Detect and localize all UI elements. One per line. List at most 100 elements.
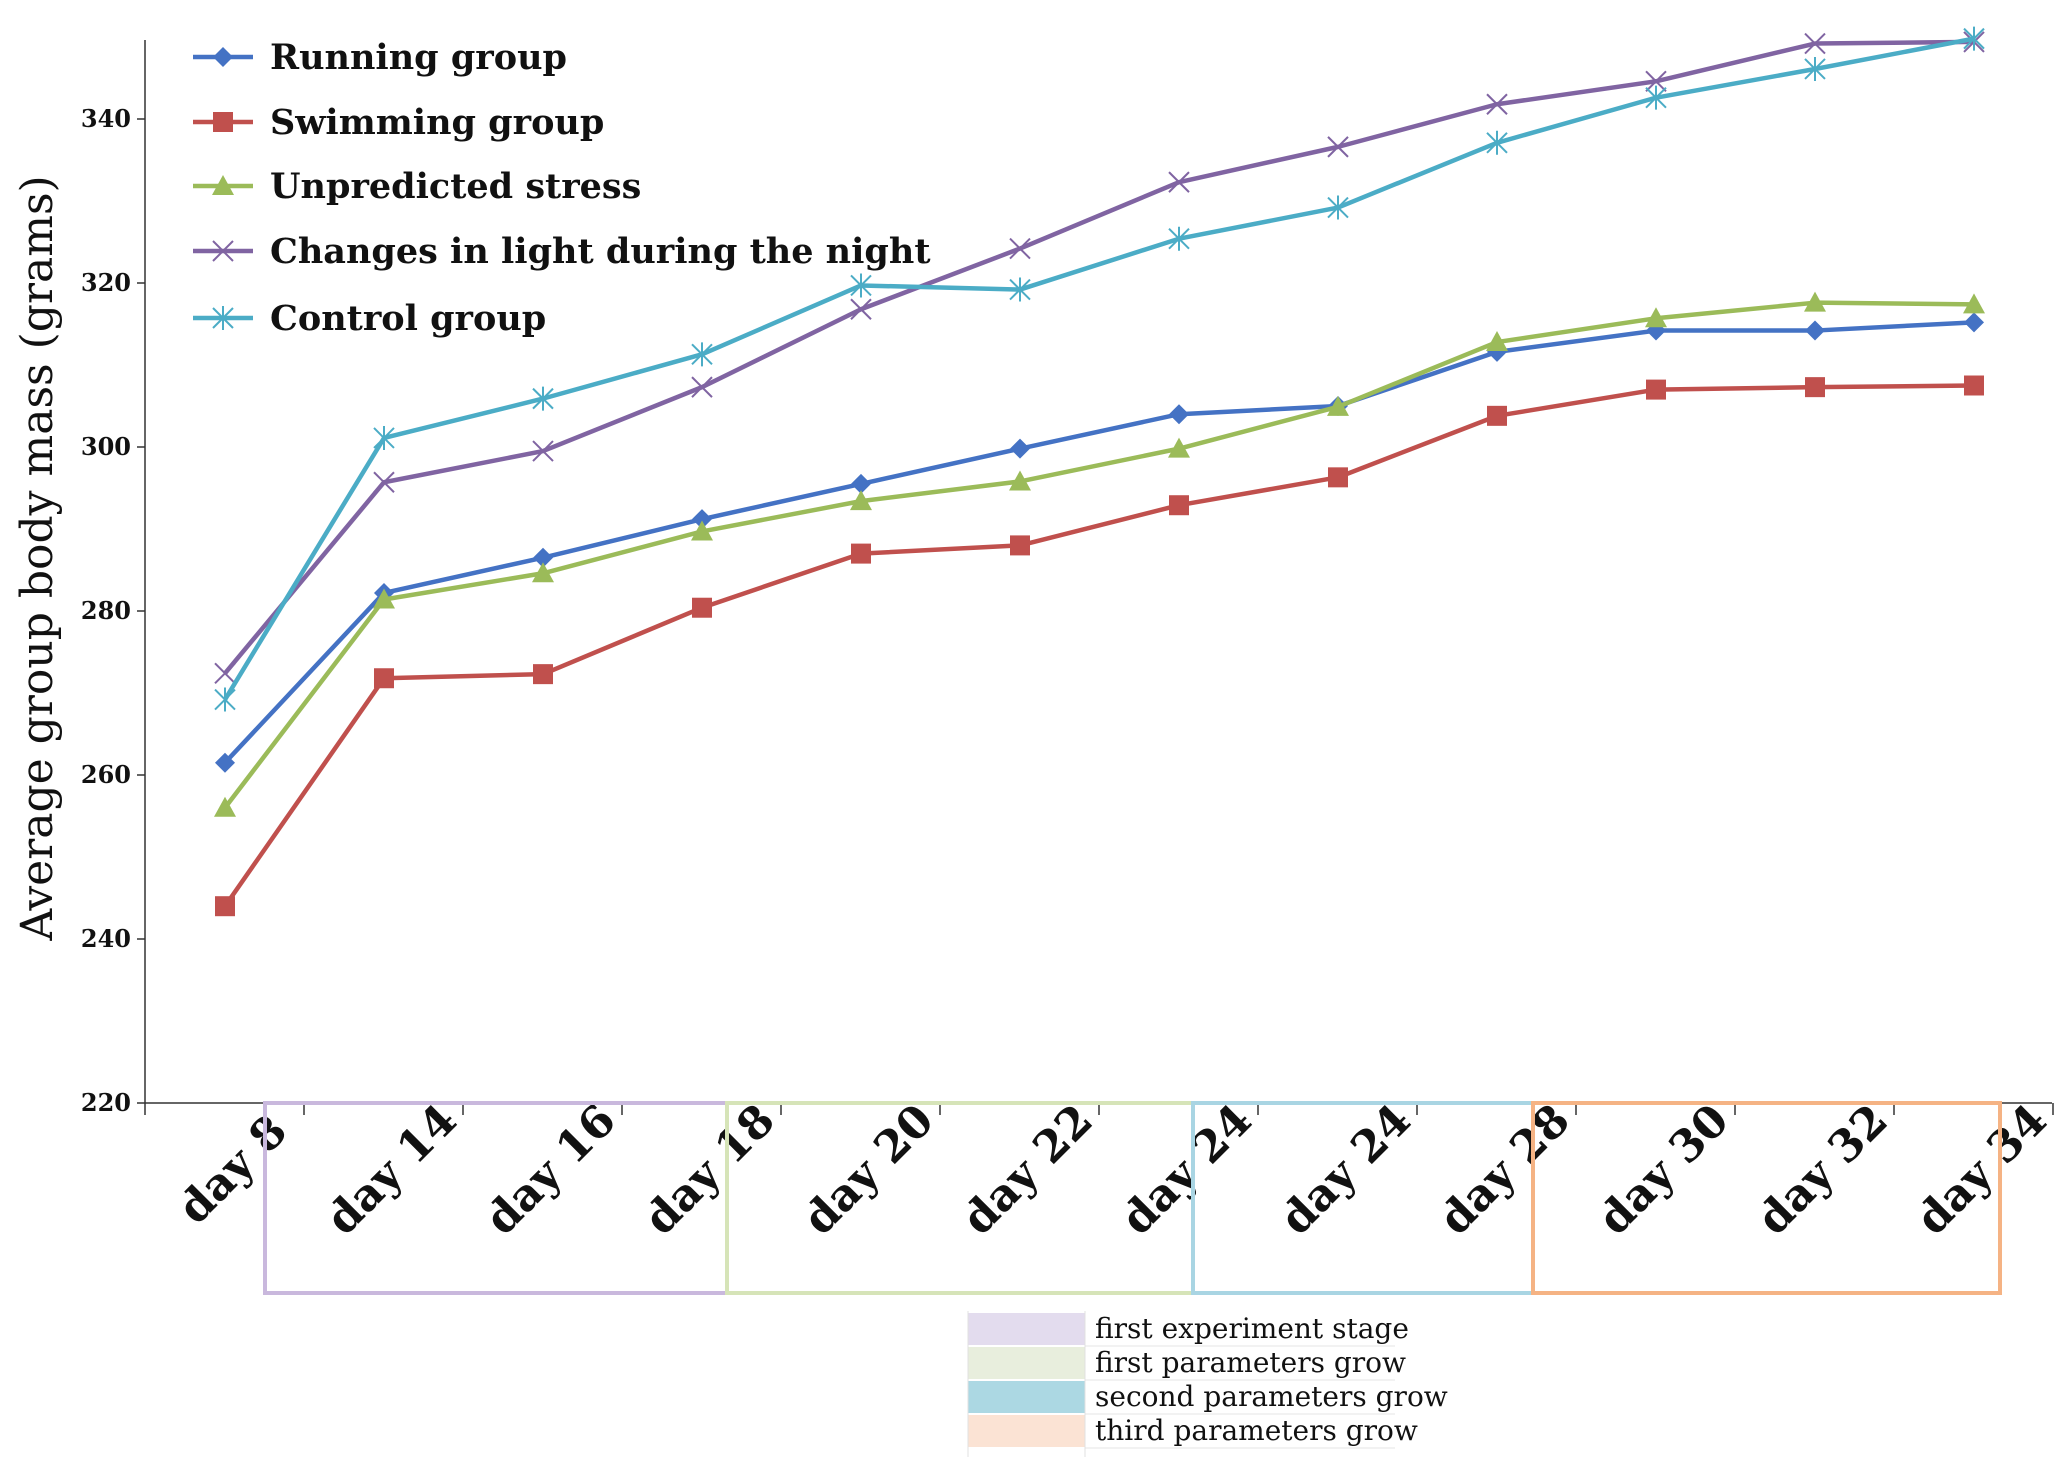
x-tick-label: day 14: [317, 1095, 467, 1245]
data-point: [1009, 277, 1031, 302]
x-tick-label: day 34: [1907, 1095, 2057, 1245]
data-point: [533, 547, 553, 568]
data-point: [214, 687, 236, 712]
x-tick-label: day 32: [1748, 1095, 1898, 1245]
x-tick-label: day 8: [168, 1105, 297, 1234]
data-point: [1646, 379, 1666, 400]
data-point: [532, 386, 554, 411]
stage-legend-item: third parameters grow: [968, 1414, 1418, 1449]
data-point: [374, 668, 394, 689]
data-point: [691, 376, 713, 398]
legend-marker: [213, 112, 233, 132]
legend-marker: [212, 306, 234, 330]
data-point: [1805, 320, 1825, 341]
data-point: [1804, 56, 1826, 81]
stage-label: second parameters grow: [1095, 1380, 1448, 1413]
x-tick-label: day 20: [794, 1095, 944, 1245]
data-point: [1645, 70, 1667, 92]
series-unpredicted-stress: [214, 291, 1985, 817]
data-point: [373, 425, 395, 450]
legend-item: Changes in light during the night: [193, 231, 931, 272]
y-axis: 220 240 260 280 300 320 340: [81, 40, 146, 1117]
data-point: [1486, 130, 1508, 155]
x-tick-label: day 18: [635, 1095, 785, 1245]
stage-swatch: [968, 1381, 1085, 1413]
stage-legend-item: first parameters grow: [968, 1346, 1406, 1381]
data-point: [1009, 470, 1031, 491]
data-point: [1327, 195, 1349, 220]
y-tick-label: 300: [81, 432, 131, 461]
data-point: [1009, 237, 1031, 260]
data-point: [1168, 226, 1190, 251]
legend-item: Control group: [193, 298, 546, 339]
data-point: [851, 473, 871, 494]
series-control-group: [214, 26, 1985, 712]
legend-marker: [212, 175, 234, 195]
data-point: [691, 520, 713, 541]
legend-label: Unpredicted stress: [270, 166, 641, 207]
legend-label: Control group: [270, 298, 546, 339]
series-changes-in-light-during-the-night: [214, 31, 1985, 685]
data-point: [691, 342, 713, 367]
legend-item: Unpredicted stress: [193, 166, 641, 207]
x-tick-label: day 16: [476, 1095, 626, 1245]
x-axis: day 8 day 14 day 16 day 18 day 20 day 22 day 2…: [144, 1095, 2057, 1245]
data-point: [1805, 377, 1825, 398]
data-point: [692, 597, 712, 618]
y-tick-label: 240: [81, 924, 131, 953]
y-axis-label: Average group body mass (grams): [12, 175, 63, 941]
stage-box: [1531, 1101, 2002, 1295]
series-line: [223, 36, 1975, 701]
legend-label: Changes in light during the night: [270, 231, 931, 272]
series-line: [223, 320, 1975, 765]
data-point: [851, 543, 871, 564]
x-tick-label: day 28: [1430, 1095, 1580, 1245]
y-tick-label: 260: [81, 760, 131, 789]
data-point: [1327, 136, 1349, 158]
stage-legend-item: first experiment stage: [968, 1312, 1409, 1347]
stage-label: first parameters grow: [1095, 1346, 1406, 1379]
stage-swatch: [968, 1415, 1085, 1447]
legend-label: Running group: [270, 37, 567, 78]
data-point: [1804, 32, 1826, 55]
data-point: [1327, 395, 1349, 416]
series-line: [223, 300, 1975, 810]
y-tick-label: 340: [81, 104, 131, 133]
stage-label: first experiment stage: [1095, 1312, 1409, 1345]
stage-boxes: [263, 1101, 2002, 1295]
data-point: [533, 664, 553, 685]
data-point: [373, 588, 395, 609]
stage-swatch: [968, 1347, 1085, 1379]
data-point: [1964, 312, 1984, 333]
stage-swatch: [968, 1313, 1085, 1345]
data-point: [214, 796, 236, 817]
data-point: [1964, 375, 1984, 396]
data-point: [1963, 293, 1985, 314]
legend-marker: [213, 47, 233, 67]
data-point: [1804, 291, 1826, 312]
data-point: [1168, 437, 1190, 458]
data-point: [850, 490, 872, 511]
y-tick-label: 320: [81, 268, 131, 297]
data-point: [1645, 307, 1667, 328]
data-point: [1168, 171, 1190, 193]
data-point: [1169, 495, 1189, 516]
data-point: [1486, 93, 1508, 115]
legend-item: Swimming group: [193, 102, 604, 143]
data-point: [214, 662, 236, 685]
series-running-group: [215, 312, 1984, 773]
data-point: [532, 562, 554, 583]
legend-label: Swimming group: [270, 102, 604, 143]
series-swimming-group: [215, 375, 1984, 917]
series-lines: [214, 26, 1985, 917]
y-tick-label: 220: [81, 1088, 131, 1117]
legend-item: Running group: [193, 37, 567, 78]
data-point: [215, 896, 235, 917]
stage-legend-item: second parameters grow: [968, 1380, 1448, 1415]
data-point: [850, 298, 872, 320]
x-tick-label: day 30: [1589, 1095, 1739, 1245]
x-tick-label: day 24: [1271, 1095, 1421, 1245]
x-tick-label: day 22: [953, 1095, 1103, 1245]
